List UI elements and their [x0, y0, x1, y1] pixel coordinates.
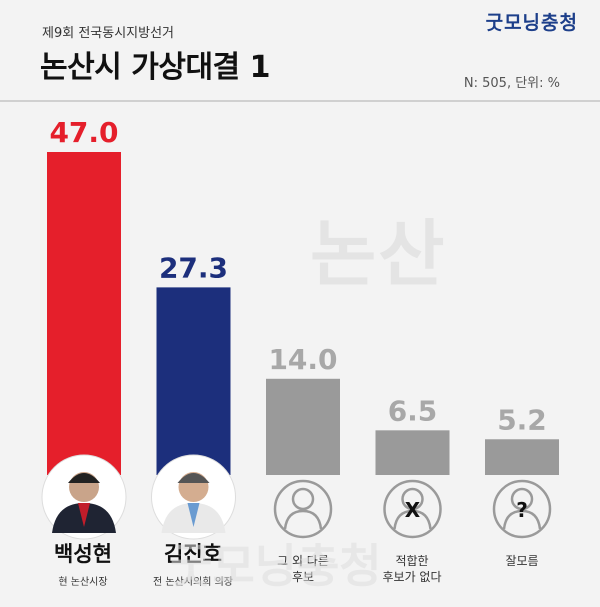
watermark-bottom: 굿모닝충청: [170, 539, 382, 593]
value-label-2: 27.3: [159, 251, 228, 284]
person-outline-icon: [273, 479, 333, 539]
x-mark: X: [383, 479, 442, 539]
bar-3: [266, 378, 340, 475]
candidate-name-2: 김진호: [164, 542, 222, 566]
candidate-photo-2: [151, 454, 236, 540]
question-mark-glyph: ?: [516, 498, 528, 522]
candidate-name-1: 백성현: [54, 542, 112, 566]
candidate-photo-1: [41, 454, 127, 540]
value-label-4: 6.5: [388, 394, 438, 427]
chart-title: 논산시 가상대결 1: [40, 50, 270, 85]
header-divider: [0, 100, 600, 102]
value-label-1: 47.0: [49, 116, 118, 149]
subtitle: 제9회 전국동시지방선거: [42, 26, 175, 41]
brand-logo: 굿모닝충청: [485, 12, 578, 34]
x-mark-glyph: X: [405, 498, 421, 522]
bar-5: [485, 439, 559, 475]
value-label-5: 5.2: [497, 403, 547, 436]
sample-unit-note: N: 505, 단위: %: [463, 76, 560, 91]
bar-4: [375, 430, 450, 475]
other-label-1: 그 외 다른 후보: [277, 554, 329, 584]
value-label-3: 14.0: [268, 343, 337, 376]
bar-2: [156, 287, 231, 475]
other-label-2: 적합한 후보가 없다: [382, 554, 442, 584]
watermark: 논산: [310, 212, 447, 296]
question-mark: ?: [492, 479, 552, 539]
other-label-3: 잘모름: [505, 554, 539, 568]
candidate-role-2: 전 논산시의회 의장: [153, 577, 233, 588]
candidate-role-1: 현 논산시장: [58, 577, 108, 588]
bar-1: [47, 152, 121, 475]
